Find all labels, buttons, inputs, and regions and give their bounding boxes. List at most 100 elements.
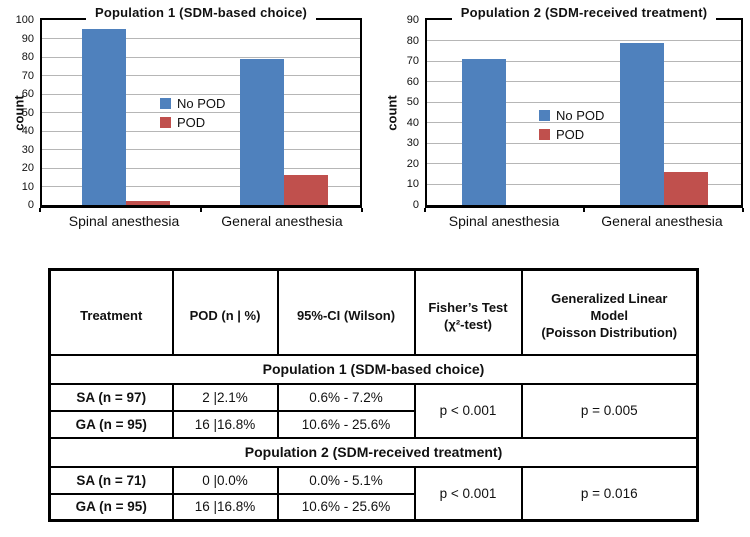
x-category-label: Spinal anesthesia — [448, 213, 560, 229]
section-row-population-2: Population 2 (SDM-received treatment) — [48, 436, 699, 468]
section-header: Population 2 (SDM-received treatment) — [48, 436, 699, 468]
y-tick-label: 50 — [406, 96, 419, 109]
cell-fisher-p: p < 0.001 — [413, 382, 523, 439]
y-tick-label: 30 — [21, 143, 34, 156]
section-header: Population 1 (SDM-based choice) — [48, 353, 699, 385]
gridline — [42, 38, 360, 39]
cell-ci: 10.6% - 25.6% — [276, 409, 416, 439]
legend-item: POD — [539, 125, 604, 144]
chart-population-1: Population 1 (SDM-based choice) count No P… — [8, 4, 366, 240]
y-tick-label: 80 — [406, 34, 419, 47]
table-row-p1-sa: SA (n = 97) 2 |2.1% 0.6% - 7.2% p < 0.00… — [48, 382, 699, 439]
bar-pod-general — [664, 172, 708, 205]
gridline — [427, 40, 741, 42]
x-axis-tick — [742, 208, 744, 212]
x-axis-tick — [39, 208, 41, 212]
cell-treatment: SA (n = 71) — [48, 465, 174, 495]
legend-swatch-pod — [160, 117, 171, 128]
x-category-label: General anesthesia — [221, 213, 343, 229]
y-tick-label: 70 — [21, 69, 34, 82]
cell-treatment: GA (n = 95) — [48, 409, 174, 439]
cell-pod: 0 |0.0% — [171, 465, 279, 495]
results-table: Treatment POD (n | %) 95%-CI (Wilson) Fi… — [48, 268, 699, 522]
bar-pod-general — [284, 175, 328, 205]
gridline — [42, 93, 360, 95]
y-tick-label: 80 — [21, 51, 34, 63]
y-tick-label: 100 — [15, 14, 34, 26]
table-header-row: Treatment POD (n | %) 95%-CI (Wilson) Fi… — [48, 268, 699, 356]
gridline — [42, 186, 360, 187]
legend-label: No POD — [556, 108, 605, 123]
section-row-population-1: Population 1 (SDM-based choice) — [48, 353, 699, 385]
gridline — [427, 81, 741, 83]
y-tick-label: 40 — [406, 116, 419, 129]
gridline — [427, 163, 741, 165]
bar-pod-spinal — [126, 201, 170, 205]
table-row-p1-ga: GA (n = 95) 16 |16.8% 10.6% - 25.6% — [48, 409, 698, 439]
plot-area: No POD POD — [40, 18, 362, 208]
x-axis-tick — [583, 208, 585, 212]
chart-population-2: Population 2 (SDM-received treatment) cou… — [376, 4, 748, 240]
col-header-glm: Generalized Linear Model (Poisson Distri… — [520, 268, 699, 356]
x-axis-tick — [200, 208, 202, 212]
cell-pod: 2 |2.1% — [171, 382, 279, 412]
legend-item: No POD — [160, 94, 225, 113]
chart-title-row: Population 1 (SDM-based choice) — [40, 4, 362, 22]
cell-pod: 16 |16.8% — [171, 409, 279, 439]
cell-fisher-p: p < 0.001 — [413, 465, 523, 522]
y-tick-label: 10 — [406, 178, 419, 191]
gridline — [42, 149, 360, 150]
y-tick-label: 60 — [406, 75, 419, 88]
gridline — [42, 75, 360, 76]
y-tick-label: 30 — [406, 137, 419, 150]
gridline — [427, 183, 741, 185]
bar-no-pod-general — [240, 58, 284, 205]
gridline — [427, 122, 741, 124]
bar-no-pod-spinal — [462, 59, 506, 205]
chart-legend: No POD POD — [160, 94, 225, 132]
cell-ci: 10.6% - 25.6% — [276, 492, 416, 522]
cell-glm-p: p = 0.005 — [520, 382, 699, 439]
gridline — [42, 56, 360, 58]
x-axis-tick — [361, 208, 363, 212]
legend-item: No POD — [539, 106, 604, 125]
y-tick-label: 0 — [412, 199, 419, 211]
cell-glm-p: p = 0.016 — [520, 465, 699, 522]
x-axis-tick — [424, 208, 426, 212]
x-category-label: General anesthesia — [601, 213, 723, 229]
legend-label: POD — [177, 115, 206, 130]
y-tick-label: 70 — [406, 55, 419, 68]
y-tick-label: 20 — [21, 162, 34, 174]
legend-label: POD — [556, 127, 585, 142]
legend-item: POD — [160, 113, 225, 132]
legend-swatch-pod — [539, 129, 550, 140]
chart-legend: No POD POD — [539, 106, 604, 144]
legend-swatch-no-pod — [539, 110, 550, 121]
gridline — [427, 60, 741, 62]
legend-label: No POD — [177, 96, 226, 111]
gridline — [427, 142, 741, 144]
y-tick-label: 60 — [21, 88, 34, 100]
table-row-p2-ga: GA (n = 95) 16 |16.8% 10.6% - 25.6% — [48, 492, 698, 522]
gridline — [427, 101, 741, 103]
bar-no-pod-general — [620, 42, 664, 205]
col-header-pod: POD (n | %) — [171, 268, 279, 356]
bar-no-pod-spinal — [82, 29, 126, 205]
chart-title: Population 2 (SDM-received treatment) — [451, 4, 717, 21]
y-tick-label: 50 — [21, 106, 34, 119]
cell-pod: 16 |16.8% — [171, 492, 279, 522]
y-tick-label: 10 — [21, 180, 34, 193]
y-tick-label: 20 — [406, 157, 419, 170]
chart-title: Population 1 (SDM-based choice) — [85, 4, 317, 21]
col-header-fisher: Fisher’s Test (χ²-test) — [413, 268, 523, 356]
plot-area: No POD POD — [425, 18, 743, 208]
y-tick-label: 90 — [21, 32, 34, 45]
chart-title-row: Population 2 (SDM-received treatment) — [425, 4, 743, 22]
col-header-ci: 95%-CI (Wilson) — [276, 268, 416, 356]
y-tick-label: 0 — [27, 199, 34, 211]
col-header-treatment: Treatment — [48, 268, 174, 356]
gridline — [42, 167, 360, 169]
cell-ci: 0.6% - 7.2% — [276, 382, 416, 412]
gridline — [42, 112, 360, 113]
